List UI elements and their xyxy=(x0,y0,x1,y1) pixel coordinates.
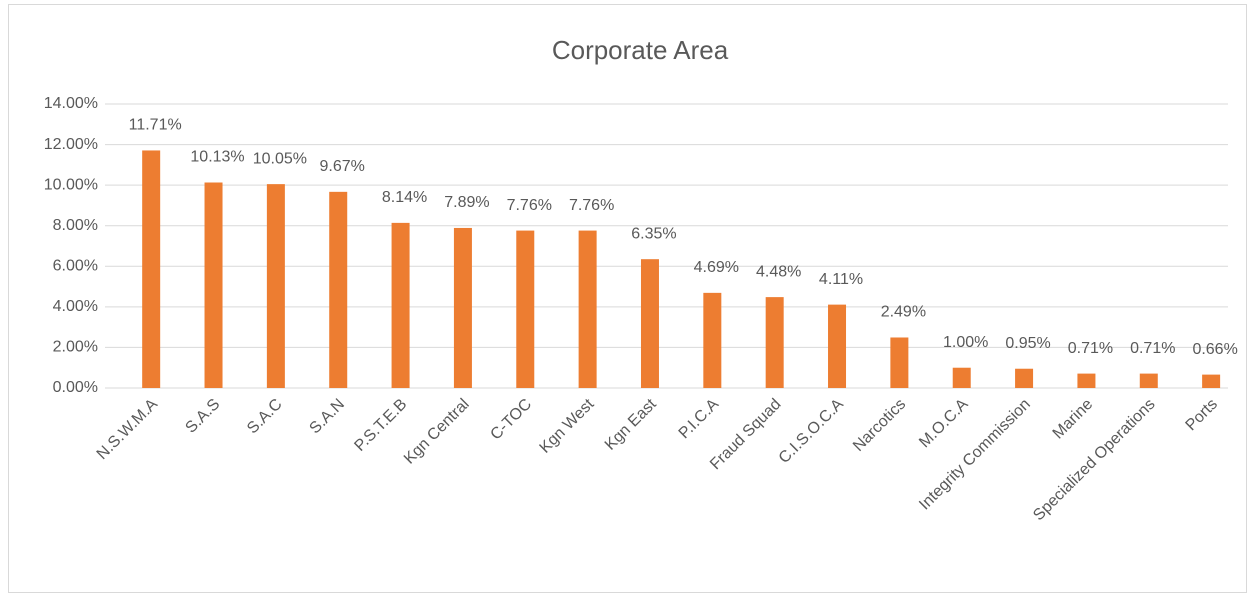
bar xyxy=(765,297,784,388)
value-label: 2.49% xyxy=(881,304,926,321)
bar xyxy=(266,184,285,388)
y-tick-label: 14.00% xyxy=(44,95,98,112)
value-label: 4.69% xyxy=(694,259,739,276)
bar xyxy=(204,182,223,388)
y-tick-label: 12.00% xyxy=(44,136,98,153)
y-tick-label: 6.00% xyxy=(53,258,98,275)
bar xyxy=(703,292,722,388)
value-label: 1.00% xyxy=(943,334,988,351)
bar xyxy=(1077,373,1096,388)
value-label: 6.35% xyxy=(631,225,676,242)
bar xyxy=(142,150,161,388)
y-tick-label: 10.00% xyxy=(44,176,98,193)
bar xyxy=(453,227,472,388)
value-label: 0.71% xyxy=(1068,340,1113,357)
value-label: 9.67% xyxy=(320,158,365,175)
value-label: 11.71% xyxy=(129,117,182,134)
value-label: 7.76% xyxy=(507,197,552,214)
value-label: 4.48% xyxy=(756,263,801,280)
chart-title: Corporate Area xyxy=(552,35,729,65)
y-tick-label: 8.00% xyxy=(53,217,98,234)
value-label: 4.11% xyxy=(819,271,863,288)
value-label: 0.95% xyxy=(1005,335,1050,352)
value-label: 8.14% xyxy=(382,189,427,206)
bar xyxy=(329,191,348,388)
value-label: 7.89% xyxy=(444,194,489,211)
y-tick-label: 0.00% xyxy=(53,379,98,396)
bar xyxy=(1202,374,1221,388)
value-label: 10.13% xyxy=(190,149,244,166)
y-tick-label: 4.00% xyxy=(53,298,98,315)
value-label: 0.66% xyxy=(1192,341,1237,358)
bar xyxy=(578,230,597,388)
bar xyxy=(391,222,410,388)
value-label: 0.71% xyxy=(1130,340,1175,357)
bar xyxy=(1139,373,1158,388)
y-tick-label: 2.00% xyxy=(53,339,98,356)
bar xyxy=(516,230,535,388)
bar xyxy=(952,367,971,388)
value-label: 7.76% xyxy=(569,197,614,214)
bar xyxy=(828,304,847,388)
bar xyxy=(1015,368,1034,388)
value-label: 10.05% xyxy=(253,150,307,167)
bar xyxy=(640,259,659,388)
bar xyxy=(890,337,909,388)
